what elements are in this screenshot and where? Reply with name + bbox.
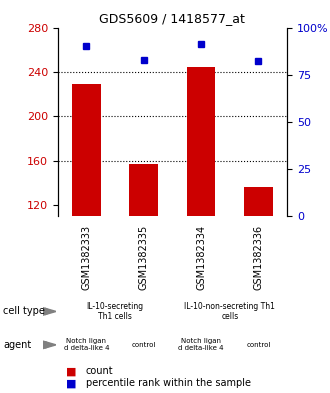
Bar — [129, 164, 158, 216]
Text: ■: ■ — [66, 366, 77, 376]
Text: Notch ligan
d delta-like 4: Notch ligan d delta-like 4 — [64, 338, 109, 351]
Text: agent: agent — [3, 340, 32, 350]
Text: count: count — [86, 366, 114, 376]
Text: control: control — [132, 342, 156, 348]
Text: GSM1382334: GSM1382334 — [196, 225, 206, 290]
Title: GDS5609 / 1418577_at: GDS5609 / 1418577_at — [99, 12, 246, 25]
Bar — [187, 68, 215, 216]
Bar — [72, 84, 101, 216]
Text: percentile rank within the sample: percentile rank within the sample — [86, 378, 251, 388]
Text: cell type: cell type — [3, 307, 45, 316]
Text: control: control — [246, 342, 271, 348]
Text: IL-10-non-secreting Th1
cells: IL-10-non-secreting Th1 cells — [184, 302, 275, 321]
Polygon shape — [43, 341, 56, 349]
Text: Notch ligan
d delta-like 4: Notch ligan d delta-like 4 — [178, 338, 224, 351]
Bar — [244, 187, 273, 216]
Text: GSM1382336: GSM1382336 — [253, 225, 263, 290]
Text: GSM1382333: GSM1382333 — [82, 225, 91, 290]
Text: ■: ■ — [66, 378, 77, 388]
Text: GSM1382335: GSM1382335 — [139, 225, 149, 290]
Text: IL-10-secreting
Th1 cells: IL-10-secreting Th1 cells — [86, 302, 144, 321]
Polygon shape — [43, 308, 56, 315]
